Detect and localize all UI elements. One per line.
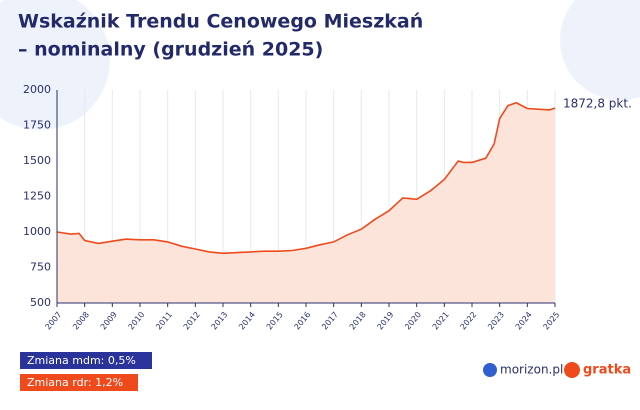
gratka-icon	[564, 362, 580, 378]
x-tick-label: 2024	[514, 310, 534, 331]
x-tick-label: 2019	[375, 310, 395, 331]
y-tick-label: 500	[30, 296, 51, 309]
logo-morizon: morizon.pl	[500, 363, 563, 377]
plot: 2007 2008 2009 2010 2011 2012 2013 2014 2015 2016…	[23, 83, 632, 331]
chart-subtitle: – nominalny (grudzień 2025)	[18, 39, 323, 61]
value-label: 1872,8 pkt.	[563, 97, 632, 111]
x-tick-label: 2018	[348, 310, 368, 331]
bg-blob	[560, 0, 640, 100]
x-tick-label: 2010	[126, 310, 146, 331]
y-tick-label: 2000	[23, 83, 51, 96]
badge-text: Zmiana rdr: 1,2%	[27, 376, 123, 389]
x-tick-label: 2012	[182, 310, 202, 331]
x-tick-label: 2020	[403, 310, 423, 331]
line	[56, 101, 556, 255]
x-tick-label: 2025	[541, 310, 561, 331]
y-tick-label: 750	[30, 261, 51, 274]
x-tick-label: 2021	[431, 310, 451, 331]
x-tick-label: 2015	[265, 310, 285, 331]
y-tick-label: 1000	[23, 225, 51, 238]
morizon-icon	[483, 363, 497, 377]
x-tick-label: 2022	[458, 310, 478, 331]
bg-blob	[0, 0, 110, 130]
y-tick-label: 1750	[23, 119, 51, 132]
logo-gratka: gratka	[583, 363, 631, 378]
badge-mdm	[20, 352, 152, 369]
x-tick-label: 2009	[99, 310, 119, 331]
x-tick-label: 2011	[154, 310, 174, 331]
x-tick-label: 2023	[486, 310, 506, 331]
badge-rdr	[20, 374, 138, 391]
x-tick-label: 2017	[320, 310, 340, 331]
x-tick-label: 2007	[43, 310, 63, 331]
x-tick-label: 2013	[209, 310, 229, 331]
area-fill	[57, 102, 555, 303]
y-tick-label: 1500	[23, 154, 51, 167]
x-tick-label: 2016	[292, 310, 312, 331]
badge-text: Zmiana mdm: 0,5%	[27, 354, 136, 367]
chart-title: Wskaźnik Trendu Cenowego Mieszkań	[18, 11, 423, 33]
x-tick-label: 2014	[237, 310, 257, 331]
x-tick-label: 2008	[71, 310, 91, 331]
y-tick-label: 1250	[23, 190, 51, 203]
